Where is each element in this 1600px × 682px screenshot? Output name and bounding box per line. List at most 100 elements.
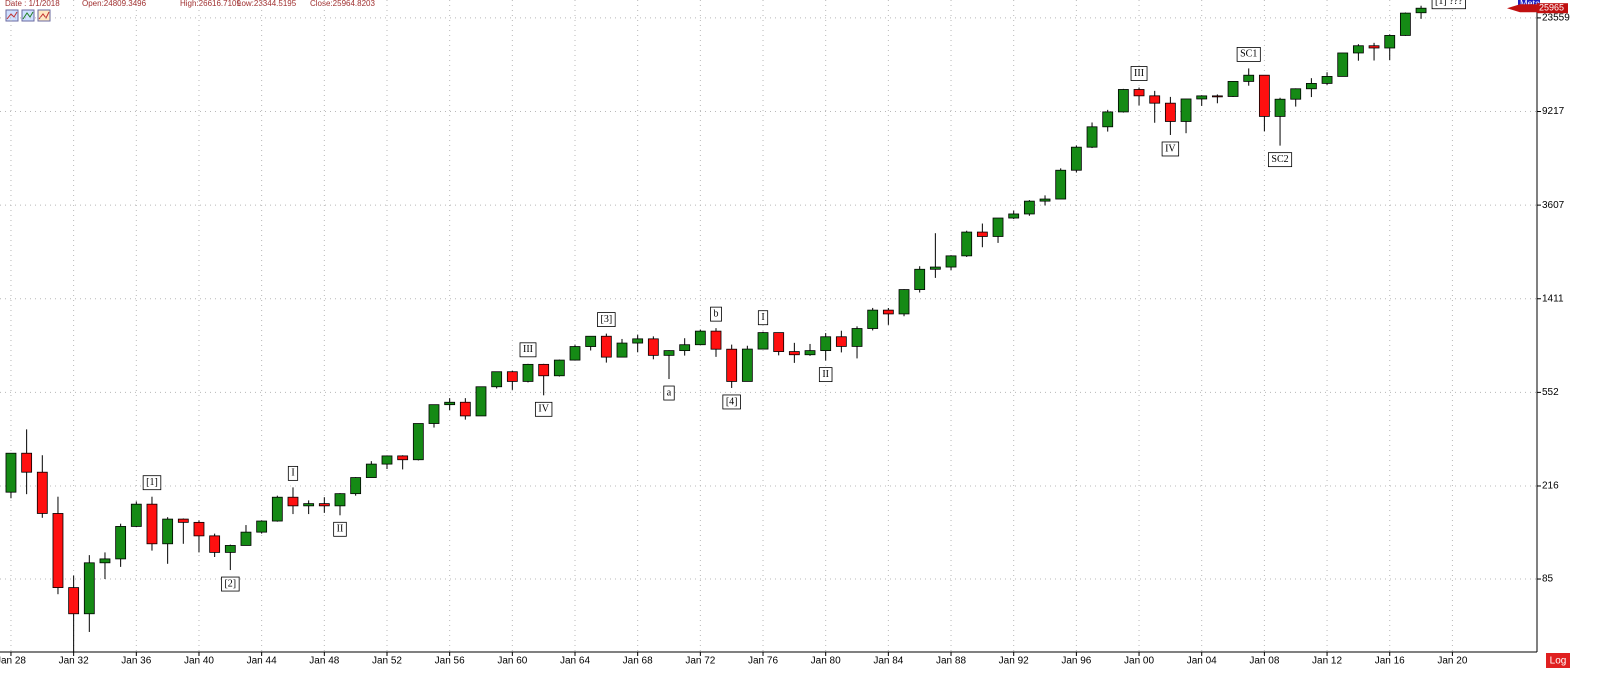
- candle-body: [616, 342, 628, 358]
- wave-label-text: II: [822, 369, 829, 380]
- x-tick-label: Jan 44: [247, 656, 277, 667]
- candle-body: [1039, 198, 1051, 202]
- scale-button-label: Log: [1550, 656, 1567, 667]
- wave-label-text: I: [761, 312, 764, 323]
- wave-label-box: [142, 475, 162, 491]
- wave-label-text: III: [1134, 68, 1144, 79]
- wave-label: b: [710, 306, 722, 322]
- candle-body: [1102, 111, 1114, 128]
- wave-label: [3]: [597, 312, 616, 328]
- wave-label-text: [1]: [146, 477, 158, 488]
- candle-body: [632, 338, 644, 344]
- candle-body: [694, 330, 706, 346]
- x-tick-label: Jan 84: [873, 656, 903, 667]
- wave-label-text: [2]: [224, 578, 236, 589]
- candle-body: [1133, 89, 1145, 97]
- candle-body: [679, 344, 691, 352]
- candle-body: [271, 496, 283, 522]
- candle-body: [647, 338, 659, 356]
- candle-body: [1384, 35, 1396, 49]
- candle-body: [1368, 45, 1380, 49]
- x-tick-label: Jan 36: [121, 656, 151, 667]
- candle-body: [1305, 83, 1317, 90]
- candle-body: [1180, 98, 1192, 122]
- x-tick-label: Jan 04: [1187, 656, 1217, 667]
- wave-label: III: [519, 342, 537, 358]
- candle-body: [99, 558, 111, 564]
- candle-body: [1415, 7, 1427, 14]
- wave-label: [1] ???: [1431, 0, 1466, 10]
- candle-body: [726, 348, 738, 382]
- candle-body: [491, 371, 503, 388]
- candle-body: [663, 350, 675, 356]
- tool-icon[interactable]: [21, 9, 35, 22]
- candle-body: [334, 493, 346, 507]
- toolbar-icons[interactable]: [5, 9, 51, 22]
- wave-label: II: [333, 521, 347, 537]
- candle-body: [914, 268, 926, 290]
- candle-body: [21, 452, 33, 473]
- candle-body: [162, 518, 174, 545]
- security-tag: Meta: [1520, 0, 1540, 8]
- header-info: High:26616.7109: [180, 0, 241, 8]
- candle-body: [412, 423, 424, 461]
- candle-body: [5, 452, 17, 493]
- y-tick-label: 1411: [1542, 293, 1564, 304]
- wave-label: a: [663, 385, 675, 401]
- header-info: Low:23344.5195: [237, 0, 297, 8]
- candle-body: [600, 335, 612, 358]
- candle-body: [1274, 98, 1286, 117]
- candle-body: [929, 266, 941, 270]
- candle-body: [115, 526, 127, 560]
- wave-label-box: [663, 385, 675, 401]
- x-tick-label: Jan 56: [435, 656, 465, 667]
- candle-body: [444, 401, 456, 406]
- wave-label-box: [1431, 0, 1466, 10]
- candle-body: [1086, 126, 1098, 148]
- wave-label-text: a: [667, 387, 672, 398]
- x-tick-label: Jan 20: [1437, 656, 1467, 667]
- candle-body: [820, 336, 832, 352]
- x-tick-label: Jan 40: [184, 656, 214, 667]
- wave-label-text: SC1: [1240, 49, 1257, 60]
- tool-icon-glyph: [6, 11, 18, 20]
- candle-body: [867, 309, 879, 329]
- candle-body: [36, 471, 48, 514]
- wave-label-box: [722, 394, 741, 410]
- candle-body: [52, 513, 64, 588]
- wave-label: IV: [1161, 141, 1180, 157]
- candle-body: [992, 217, 1004, 237]
- wave-label-box: [1268, 152, 1293, 168]
- header-info: Open:24809.3496: [82, 0, 147, 8]
- candle-body: [68, 587, 80, 615]
- wave-label-box: [597, 312, 616, 328]
- candle-body: [287, 496, 299, 507]
- wave-label-text: [1] ???: [1435, 0, 1463, 7]
- wave-label-text: [3]: [601, 314, 613, 325]
- x-tick-label: Jan 28: [0, 656, 26, 667]
- candle-body: [146, 503, 158, 545]
- x-tick-label: Jan 96: [1061, 656, 1091, 667]
- candle-body: [1164, 102, 1176, 122]
- x-tick-label: Jan 64: [560, 656, 590, 667]
- wave-label-text: IV: [538, 404, 549, 415]
- wave-label-text: II: [337, 524, 344, 535]
- candle-body: [83, 562, 95, 615]
- x-tick-label: Jan 68: [623, 656, 653, 667]
- x-tick-label: Jan 52: [372, 656, 402, 667]
- candle-body: [1211, 95, 1223, 98]
- x-tick-label: Jan 08: [1249, 656, 1279, 667]
- candle-body: [1117, 89, 1129, 113]
- candle-body: [1399, 12, 1411, 36]
- candle-body: [961, 231, 973, 257]
- scale-button[interactable]: Log: [1546, 653, 1570, 668]
- candle-body: [804, 350, 816, 356]
- wave-label: SC1: [1236, 47, 1261, 62]
- wave-label-text: b: [714, 308, 719, 319]
- candle-body: [585, 335, 597, 347]
- candle-body: [350, 477, 362, 495]
- wave-label-box: [757, 310, 769, 326]
- price-tag-box: [1537, 3, 1568, 14]
- wave-label-text: I: [291, 468, 294, 479]
